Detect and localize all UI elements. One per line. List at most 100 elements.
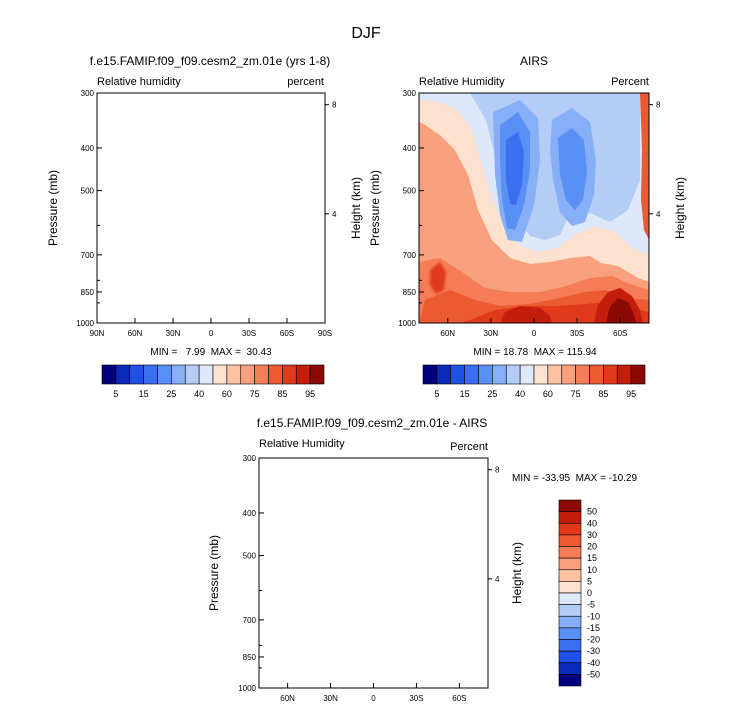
panel-airs-variable: Relative Humidity [419,76,505,88]
panel-airs-y2-label: Height (km) [673,177,687,239]
colorbar-label: 75 [250,389,260,399]
colorbar-box [422,364,438,385]
x-tick-label: 60S [613,329,627,338]
x-tick-label: 60N [128,329,143,338]
panel-model-units: percent [287,76,324,88]
colorbar-label: 60 [543,389,553,399]
colorbar-box [561,364,576,385]
colorbar-box [558,662,582,675]
colorbar-box [129,364,144,385]
panel-diff-title: f.e15.FAMIP.f09_f09.cesm2_zm.01e - AIRS [257,416,488,430]
y-tick-label: 700 [243,616,257,625]
colorbar-label: 20 [587,542,597,552]
x-tick-label: 0 [209,329,214,338]
colorbar-box [492,364,507,385]
colorbar-label: 0 [587,588,592,598]
panel-model-y-label: Pressure (mb) [46,170,60,246]
x-tick-label: 90S [318,329,332,338]
colorbar-box [558,581,582,594]
colorbar-label: 25 [166,389,176,399]
y-tick-label: 850 [243,653,257,662]
colorbar-box [616,364,632,385]
colorbar-label: 25 [487,389,497,399]
colorbar-box [558,499,582,512]
x-tick-label: 0 [371,694,376,703]
colorbar-label: -50 [587,669,600,679]
x-tick-label: 60S [452,694,466,703]
colorbar-label: 5 [587,576,592,586]
y2-tick-label: 8 [332,101,337,110]
x-tick-label: 30N [323,694,338,703]
panel-airs-title: AIRS [520,54,548,68]
y-tick-label: 1000 [238,684,256,693]
colorbar-label: -30 [587,646,600,656]
colorbar-label: -10 [587,611,600,621]
colorbar-label: -5 [587,600,595,610]
colorbar-label: 85 [277,389,287,399]
colorbar-box [254,364,269,385]
airs-blob-right-core [606,298,636,323]
panel-diff: f.e15.FAMIP.f09_f09.cesm2_zm.01e - AIRS … [207,416,637,703]
colorbar-box [558,639,582,652]
colorbar-box [282,364,297,385]
colorbar-label: 5 [113,389,118,399]
x-tick-label: 60S [280,329,294,338]
panel-diff-frame [258,457,489,689]
panel-model-ticks: 300 400 500 700 850 1000 8 4 90N 60N 30N 0 30S 60S 90S [76,89,337,338]
colorbar-box [589,364,604,385]
y-tick-label: 500 [243,552,257,561]
colorbar-box [101,364,117,385]
colorbar-box [575,364,590,385]
colorbar-label: 15 [587,553,597,563]
x-tick-label: 30S [242,329,256,338]
panel-model-frame [96,92,326,324]
panel-model-y2-label: Height (km) [349,177,363,239]
panel-model-variable: Relative humidity [97,76,181,88]
colorbar-label: 40 [515,389,525,399]
colorbar-box [558,511,582,524]
colorbar-box [268,364,283,385]
colorbar-box [558,522,582,536]
colorbar-label: 5 [434,389,439,399]
colorbar-label: 95 [305,389,315,399]
panel-model-min-max: MIN = 7.99 MAX = 30.43 [150,347,272,358]
colorbar-label: 60 [222,389,232,399]
colorbar-box [198,364,214,385]
colorbar-box [226,364,242,385]
panel-diff-ticks: 300 400 500 700 850 1000 8 4 60N 30N 0 30S 60S [238,454,500,703]
colorbar-label: 40 [587,518,597,528]
colorbar-label: 85 [598,389,608,399]
y-tick-label: 300 [403,89,417,98]
colorbar-label: 10 [587,565,597,575]
y-tick-label: 400 [403,144,417,153]
y-tick-label: 850 [403,288,417,297]
panel-model: f.e15.FAMIP.f09_f09.cesm2_zm.01e (yrs 1-… [46,54,363,399]
panel-airs-min-max: MIN = 18.78 MAX = 115.94 [473,347,597,358]
colorbar-box [184,364,200,385]
panel-airs: AIRS Relative Humidity Percent [368,54,687,399]
colorbar-airs: 5 15 25 40 60 75 85 95 [422,364,646,399]
colorbar-box [295,364,311,385]
y2-tick-label: 4 [495,575,500,584]
y-tick-label: 400 [243,509,257,518]
colorbar-box [436,364,452,385]
colorbar-box [478,364,493,385]
y-tick-label: 500 [81,187,95,196]
colorbar-box [558,557,582,571]
y-tick-label: 700 [81,251,95,260]
x-tick-label: 60N [440,329,455,338]
colorbar-label: 15 [460,389,470,399]
colorbar-box [505,364,521,385]
y-tick-label: 300 [243,454,257,463]
panel-diff-variable: Relative Humidity [259,438,345,450]
airs-blob-mid [500,306,552,323]
y2-tick-label: 4 [332,210,337,219]
panel-diff-y2-label: Height (km) [510,542,524,604]
panel-airs-ticks: 300 400 500 700 850 1000 8 4 60N 30N 0 30S 60S [398,89,661,338]
x-tick-label: 30N [166,329,181,338]
x-tick-label: 0 [532,329,537,338]
x-tick-label: 30S [570,329,584,338]
colorbar-box [558,546,582,559]
panel-diff-min-max: MIN = -33.95 MAX = -10.29 [512,473,637,484]
